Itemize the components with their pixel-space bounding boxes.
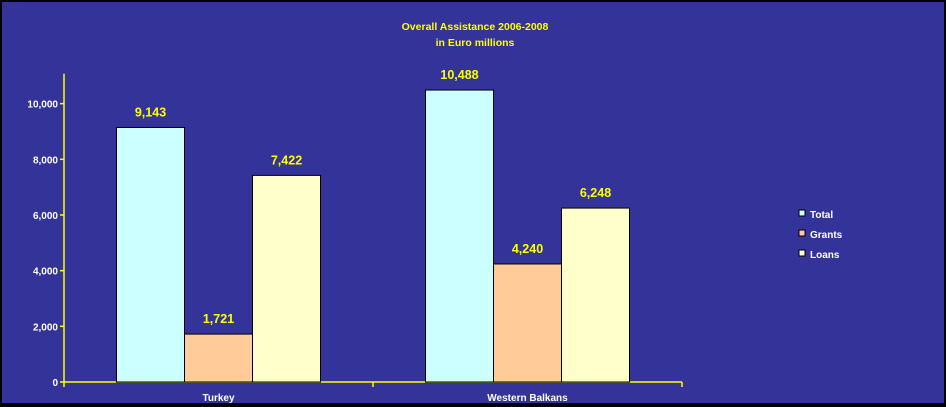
chart-title: Overall Assistance 2006-2008 [402,21,549,33]
legend-label-loans: Loans [810,250,840,261]
data-label: 6,248 [580,186,611,200]
legend-label-grants: Grants [810,230,843,241]
y-tick-label: 4,000 [33,267,58,278]
category-label: Turkey [202,393,234,404]
bar-grants [184,333,253,383]
bar-loans [561,207,630,383]
bar-total [116,126,185,383]
bar-grants [493,263,562,383]
legend-swatch [798,249,806,257]
category-label: Western Balkans [487,393,568,404]
legend: Total Grants Loans [798,209,843,261]
plot-area: 0 2,000 4,000 6,000 8,000 10,000 9,143 1,721 7,4… [27,68,683,404]
y-tick-label: 8,000 [33,155,58,166]
bar-loans [252,174,321,383]
y-tick-label: 0 [52,378,58,389]
data-label: 9,143 [135,105,166,119]
y-tick-label: 10,000 [27,100,58,111]
legend-swatch [798,229,806,237]
data-label: 4,240 [512,242,543,256]
bar-total [425,89,494,383]
y-tick-label: 2,000 [33,322,58,333]
legend-label-total: Total [810,210,833,221]
legend-swatch [798,209,806,217]
chart-subtitle: in Euro millions [436,37,515,49]
data-label: 7,422 [271,153,302,167]
data-label: 10,488 [440,68,478,82]
y-tick-label: 6,000 [33,211,58,222]
data-label: 1,721 [203,312,234,326]
